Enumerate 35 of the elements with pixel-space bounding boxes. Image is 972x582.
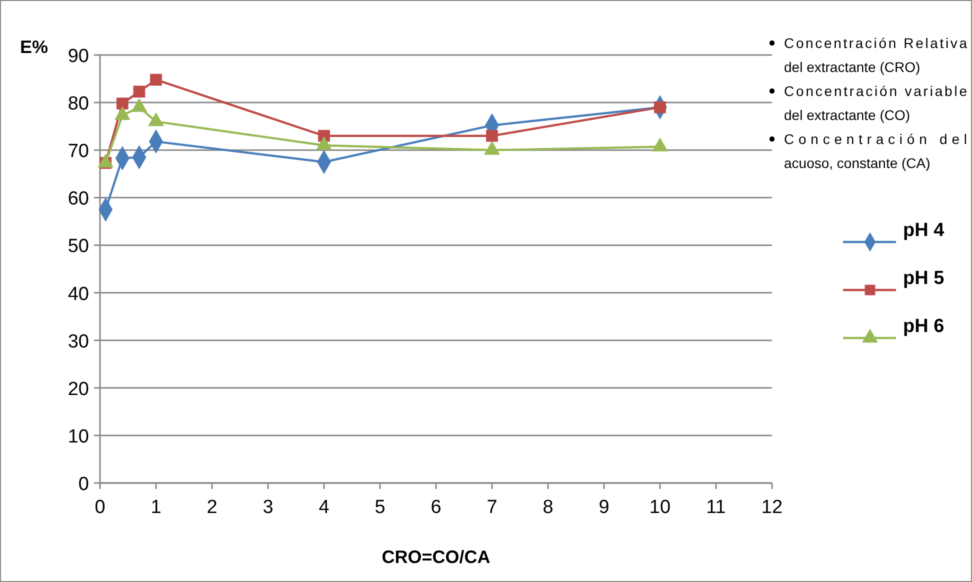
text: Concentración variable del extractante (CO) (784, 83, 968, 123)
text: Concentración del acuoso, constante (CA) (784, 131, 967, 171)
legend-label: pH 6 (903, 316, 944, 337)
point (116, 98, 128, 110)
point (486, 130, 498, 142)
y-tick-label: 30 (68, 331, 89, 352)
x-tick-label: 3 (262, 497, 274, 518)
x-tick-label: 5 (374, 497, 386, 518)
x-tick-label: 6 (430, 497, 442, 518)
y-tick-label: 10 (68, 426, 89, 448)
y-tick-label: 40 (68, 284, 89, 305)
y-tick-label: 80 (68, 94, 89, 115)
y-tick-label: 60 (68, 188, 89, 210)
x-tick-label: 1 (150, 497, 162, 518)
y-tick-label: 20 (68, 378, 89, 400)
point (133, 86, 146, 98)
y-tick-label: 50 (68, 236, 89, 258)
y-tick-label: 90 (68, 46, 89, 67)
x-tick-label: 7 (486, 497, 498, 518)
legend-label: pH 4 (903, 220, 945, 241)
x-tick-label: 10 (649, 497, 671, 518)
legend-label: pH 5 (903, 268, 945, 289)
y-axis-title: E% (20, 37, 48, 57)
y-tick-label: 70 (68, 141, 89, 162)
x-tick-label: 2 (206, 497, 218, 518)
x-tick-label: 9 (598, 497, 610, 518)
text: Concentración Relativa del extractante (CRO) (784, 35, 968, 75)
x-tick-label: 4 (318, 497, 330, 518)
y-tick-label: 0 (78, 474, 89, 495)
x-axis-title: CRO=CO/CA (382, 547, 490, 567)
x-tick-label: 8 (542, 497, 554, 518)
x-tick-label: 0 (94, 497, 106, 518)
x-tick-label: 11 (706, 497, 726, 518)
point (150, 74, 162, 86)
x-tick-label: 12 (761, 497, 783, 518)
